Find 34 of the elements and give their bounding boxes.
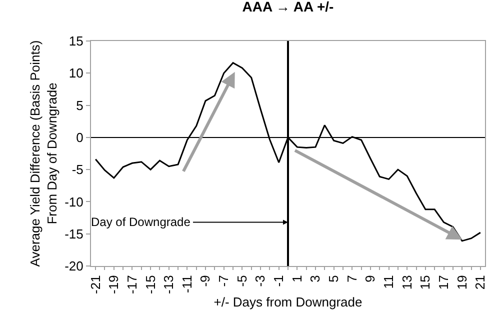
- y-tick-label: -10: [64, 194, 84, 210]
- y-tick-label: -15: [64, 226, 84, 242]
- x-tick-label: 3: [308, 275, 323, 282]
- x-tick-label: 9: [362, 275, 378, 282]
- annotation: Day of Downgrade: [91, 215, 191, 229]
- x-tick-label: -11: [179, 275, 194, 294]
- x-tick-label: 21: [472, 275, 488, 290]
- x-tick-label: 13: [399, 275, 414, 290]
- x-tick-label: 5: [326, 275, 342, 282]
- x-tick-label: -21: [88, 275, 103, 294]
- x-tick-label: -13: [161, 275, 176, 294]
- y-axis-title: Average Yield Difference (Basis Points) From Day of Downgrade: [28, 40, 60, 267]
- x-tick-label: -15: [142, 275, 158, 294]
- x-tick-label: 19: [454, 275, 470, 290]
- x-axis-title: +/- Days from Downgrade: [214, 294, 362, 310]
- x-tick-label: -9: [198, 275, 213, 287]
- x-tick-label: -7: [216, 275, 232, 287]
- x-tick-label: 1: [289, 275, 304, 282]
- y-tick-label: -5: [72, 162, 84, 178]
- x-tick-label: 11: [381, 275, 396, 289]
- x-tick-label: -19: [106, 275, 122, 294]
- y-tick-label: -20: [64, 258, 84, 274]
- x-tick-label: -1: [271, 275, 286, 287]
- x-tick-label: 17: [436, 275, 451, 290]
- y-tick-label: 0: [76, 130, 84, 145]
- y-tick-label: 15: [68, 34, 84, 49]
- chart-title: AAA → AA +/-: [242, 0, 334, 14]
- y-tick-label: 5: [76, 98, 84, 113]
- x-tick-label: 7: [344, 275, 360, 282]
- x-tick-label: 15: [418, 275, 433, 290]
- y-tick-label: 10: [68, 66, 84, 81]
- x-tick-label: -17: [124, 275, 140, 294]
- x-tick-label: -3: [252, 275, 268, 287]
- x-tick-label: -5: [234, 275, 250, 287]
